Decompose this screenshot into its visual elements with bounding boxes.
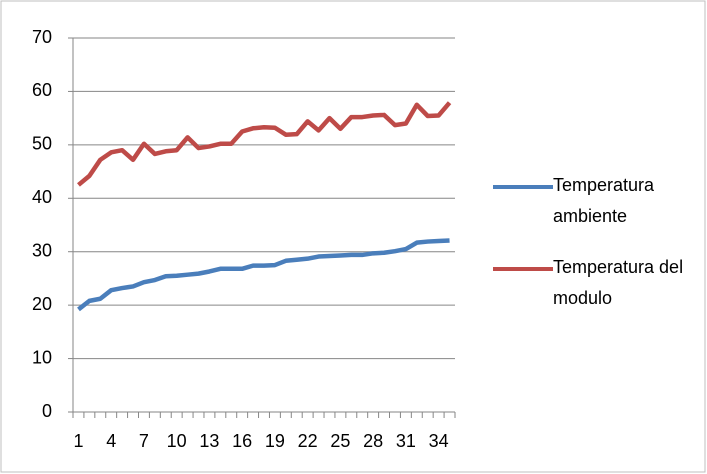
y-tick-label: 50 bbox=[32, 134, 52, 154]
x-tick-label: 1 bbox=[73, 431, 83, 451]
data-line bbox=[77, 101, 452, 187]
x-tick-label: 16 bbox=[232, 431, 252, 451]
y-tick-label: 0 bbox=[42, 401, 52, 421]
x-tick-label: 22 bbox=[298, 431, 318, 451]
x-tick-label: 28 bbox=[363, 431, 383, 451]
data-line bbox=[77, 238, 450, 312]
x-tick-label: 4 bbox=[106, 431, 116, 451]
x-tick-label: 7 bbox=[139, 431, 149, 451]
legend-label: Temperatura del modulo bbox=[553, 257, 684, 308]
y-tick-label: 70 bbox=[32, 27, 52, 47]
legend-item: Temperatura del modulo bbox=[493, 256, 703, 314]
x-tick-label: 10 bbox=[167, 431, 187, 451]
x-tick-label: 19 bbox=[265, 431, 285, 451]
x-tick-label: 31 bbox=[396, 431, 416, 451]
x-tick-label: 34 bbox=[429, 431, 449, 451]
legend-item: Temperatura ambiente bbox=[493, 174, 703, 232]
y-tick-label: 20 bbox=[32, 294, 52, 314]
y-tick-label: 10 bbox=[32, 347, 52, 367]
legend-swatch bbox=[493, 267, 553, 271]
legend-label: Temperatura ambiente bbox=[553, 175, 655, 226]
y-tick-label: 40 bbox=[32, 187, 52, 207]
legend-swatch bbox=[493, 185, 553, 189]
x-tick-label: 13 bbox=[199, 431, 219, 451]
y-tick-label: 30 bbox=[32, 240, 52, 260]
y-tick-label: 60 bbox=[32, 80, 52, 100]
x-tick-label: 25 bbox=[330, 431, 350, 451]
